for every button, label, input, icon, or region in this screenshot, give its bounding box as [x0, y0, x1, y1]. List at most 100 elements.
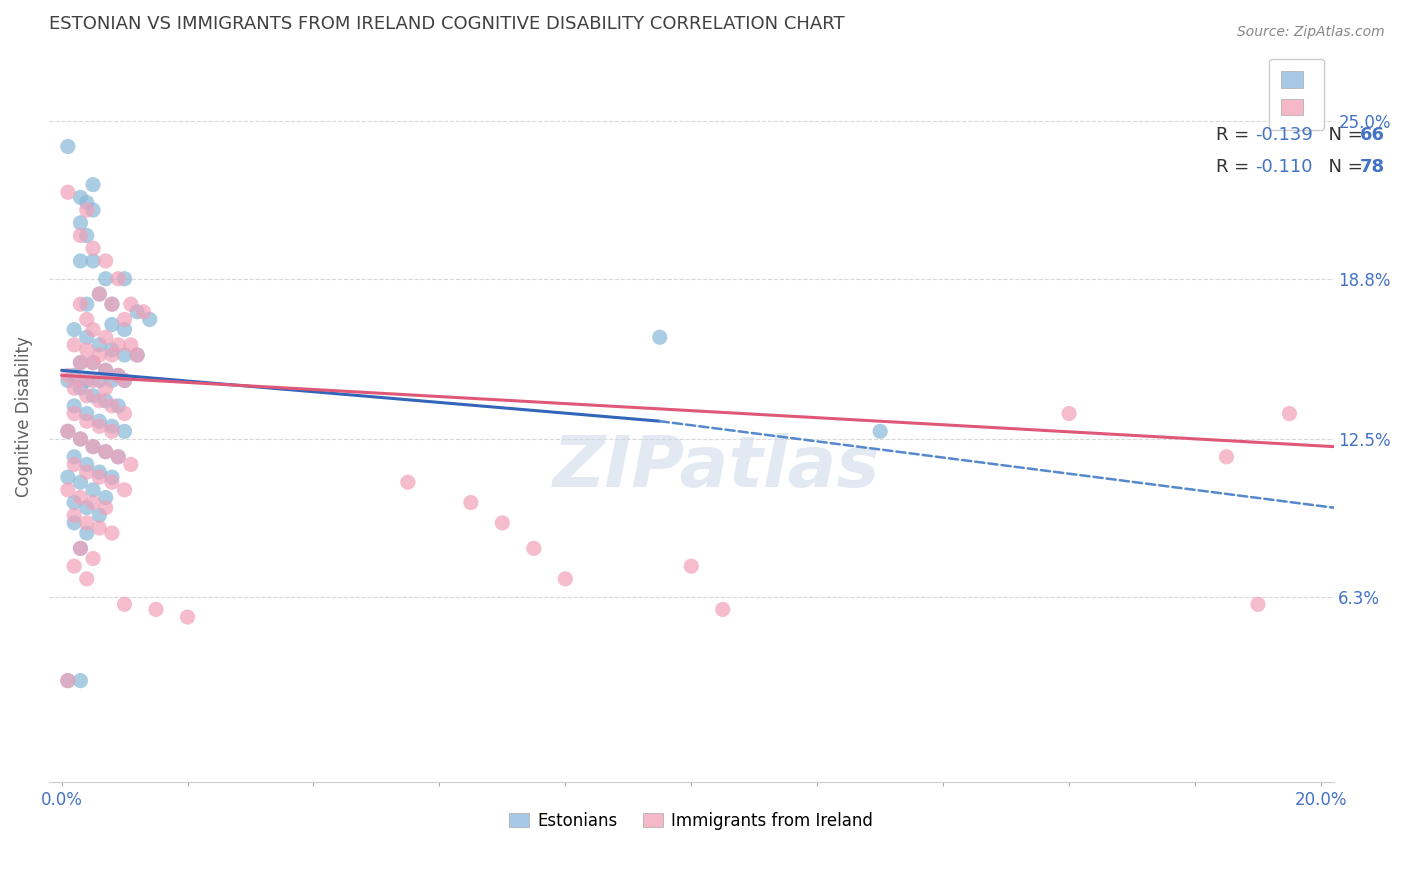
Point [1057, 407, 1080, 421]
Point [63, 458, 86, 472]
Point [56, 139, 79, 153]
Point [69, 432, 91, 446]
Point [89, 374, 111, 388]
Point [127, 348, 149, 362]
Point [89, 348, 111, 362]
Point [63, 495, 86, 509]
Point [76, 203, 98, 218]
Point [56, 470, 79, 484]
Point [114, 374, 136, 388]
Point [76, 374, 98, 388]
Point [101, 526, 124, 541]
Point [69, 356, 91, 370]
Point [114, 348, 136, 362]
Point [94, 500, 117, 515]
Point [114, 271, 136, 285]
Point [76, 500, 98, 515]
Point [89, 508, 111, 523]
Point [76, 516, 98, 530]
Point [89, 419, 111, 434]
Point [63, 508, 86, 523]
Point [114, 407, 136, 421]
Point [69, 432, 91, 446]
Point [89, 470, 111, 484]
Text: -0.139: -0.139 [1256, 126, 1313, 145]
Point [82, 203, 104, 218]
Text: 78: 78 [1360, 158, 1385, 176]
Point [176, 610, 198, 624]
Point [1278, 407, 1301, 421]
Point [56, 673, 79, 688]
Point [69, 381, 91, 395]
Point [63, 516, 86, 530]
Point [82, 323, 104, 337]
Point [82, 551, 104, 566]
Point [107, 399, 129, 413]
Point [120, 338, 142, 352]
Point [76, 526, 98, 541]
Legend: Estonians, Immigrants from Ireland: Estonians, Immigrants from Ireland [503, 805, 880, 837]
Point [63, 368, 86, 383]
Point [107, 450, 129, 464]
Point [114, 374, 136, 388]
Point [69, 374, 91, 388]
Point [107, 271, 129, 285]
Point [69, 216, 91, 230]
Point [69, 228, 91, 243]
Point [1215, 450, 1237, 464]
Point [82, 241, 104, 255]
Point [76, 228, 98, 243]
Point [101, 374, 124, 388]
Point [82, 440, 104, 454]
Point [681, 559, 703, 574]
Text: R =: R = [1216, 158, 1256, 176]
Point [107, 368, 129, 383]
Point [76, 407, 98, 421]
Point [94, 393, 117, 408]
Point [63, 559, 86, 574]
Point [114, 312, 136, 326]
Point [89, 287, 111, 301]
Point [76, 343, 98, 357]
Point [145, 602, 167, 616]
Point [523, 541, 546, 556]
Point [56, 673, 79, 688]
Text: R =: R = [1216, 126, 1256, 145]
Point [63, 323, 86, 337]
Text: ZIPatlas: ZIPatlas [553, 433, 880, 502]
Text: N =: N = [1317, 158, 1369, 176]
Point [76, 465, 98, 479]
Point [82, 254, 104, 268]
Point [89, 521, 111, 535]
Point [132, 305, 155, 319]
Point [89, 393, 111, 408]
Point [107, 450, 129, 464]
Point [138, 312, 160, 326]
Point [63, 381, 86, 395]
Point [554, 572, 576, 586]
Point [76, 389, 98, 403]
Point [101, 343, 124, 357]
Point [396, 475, 419, 490]
Point [869, 425, 891, 439]
Point [76, 312, 98, 326]
Point [76, 414, 98, 428]
Point [69, 475, 91, 490]
Point [63, 450, 86, 464]
Point [648, 330, 671, 344]
Point [82, 356, 104, 370]
Point [82, 440, 104, 454]
Point [76, 572, 98, 586]
Point [56, 425, 79, 439]
Point [101, 470, 124, 484]
Point [94, 363, 117, 377]
Point [94, 254, 117, 268]
Point [101, 419, 124, 434]
Point [56, 374, 79, 388]
Point [94, 491, 117, 505]
Point [94, 381, 117, 395]
Point [89, 465, 111, 479]
Point [101, 297, 124, 311]
Point [101, 425, 124, 439]
Point [69, 297, 91, 311]
